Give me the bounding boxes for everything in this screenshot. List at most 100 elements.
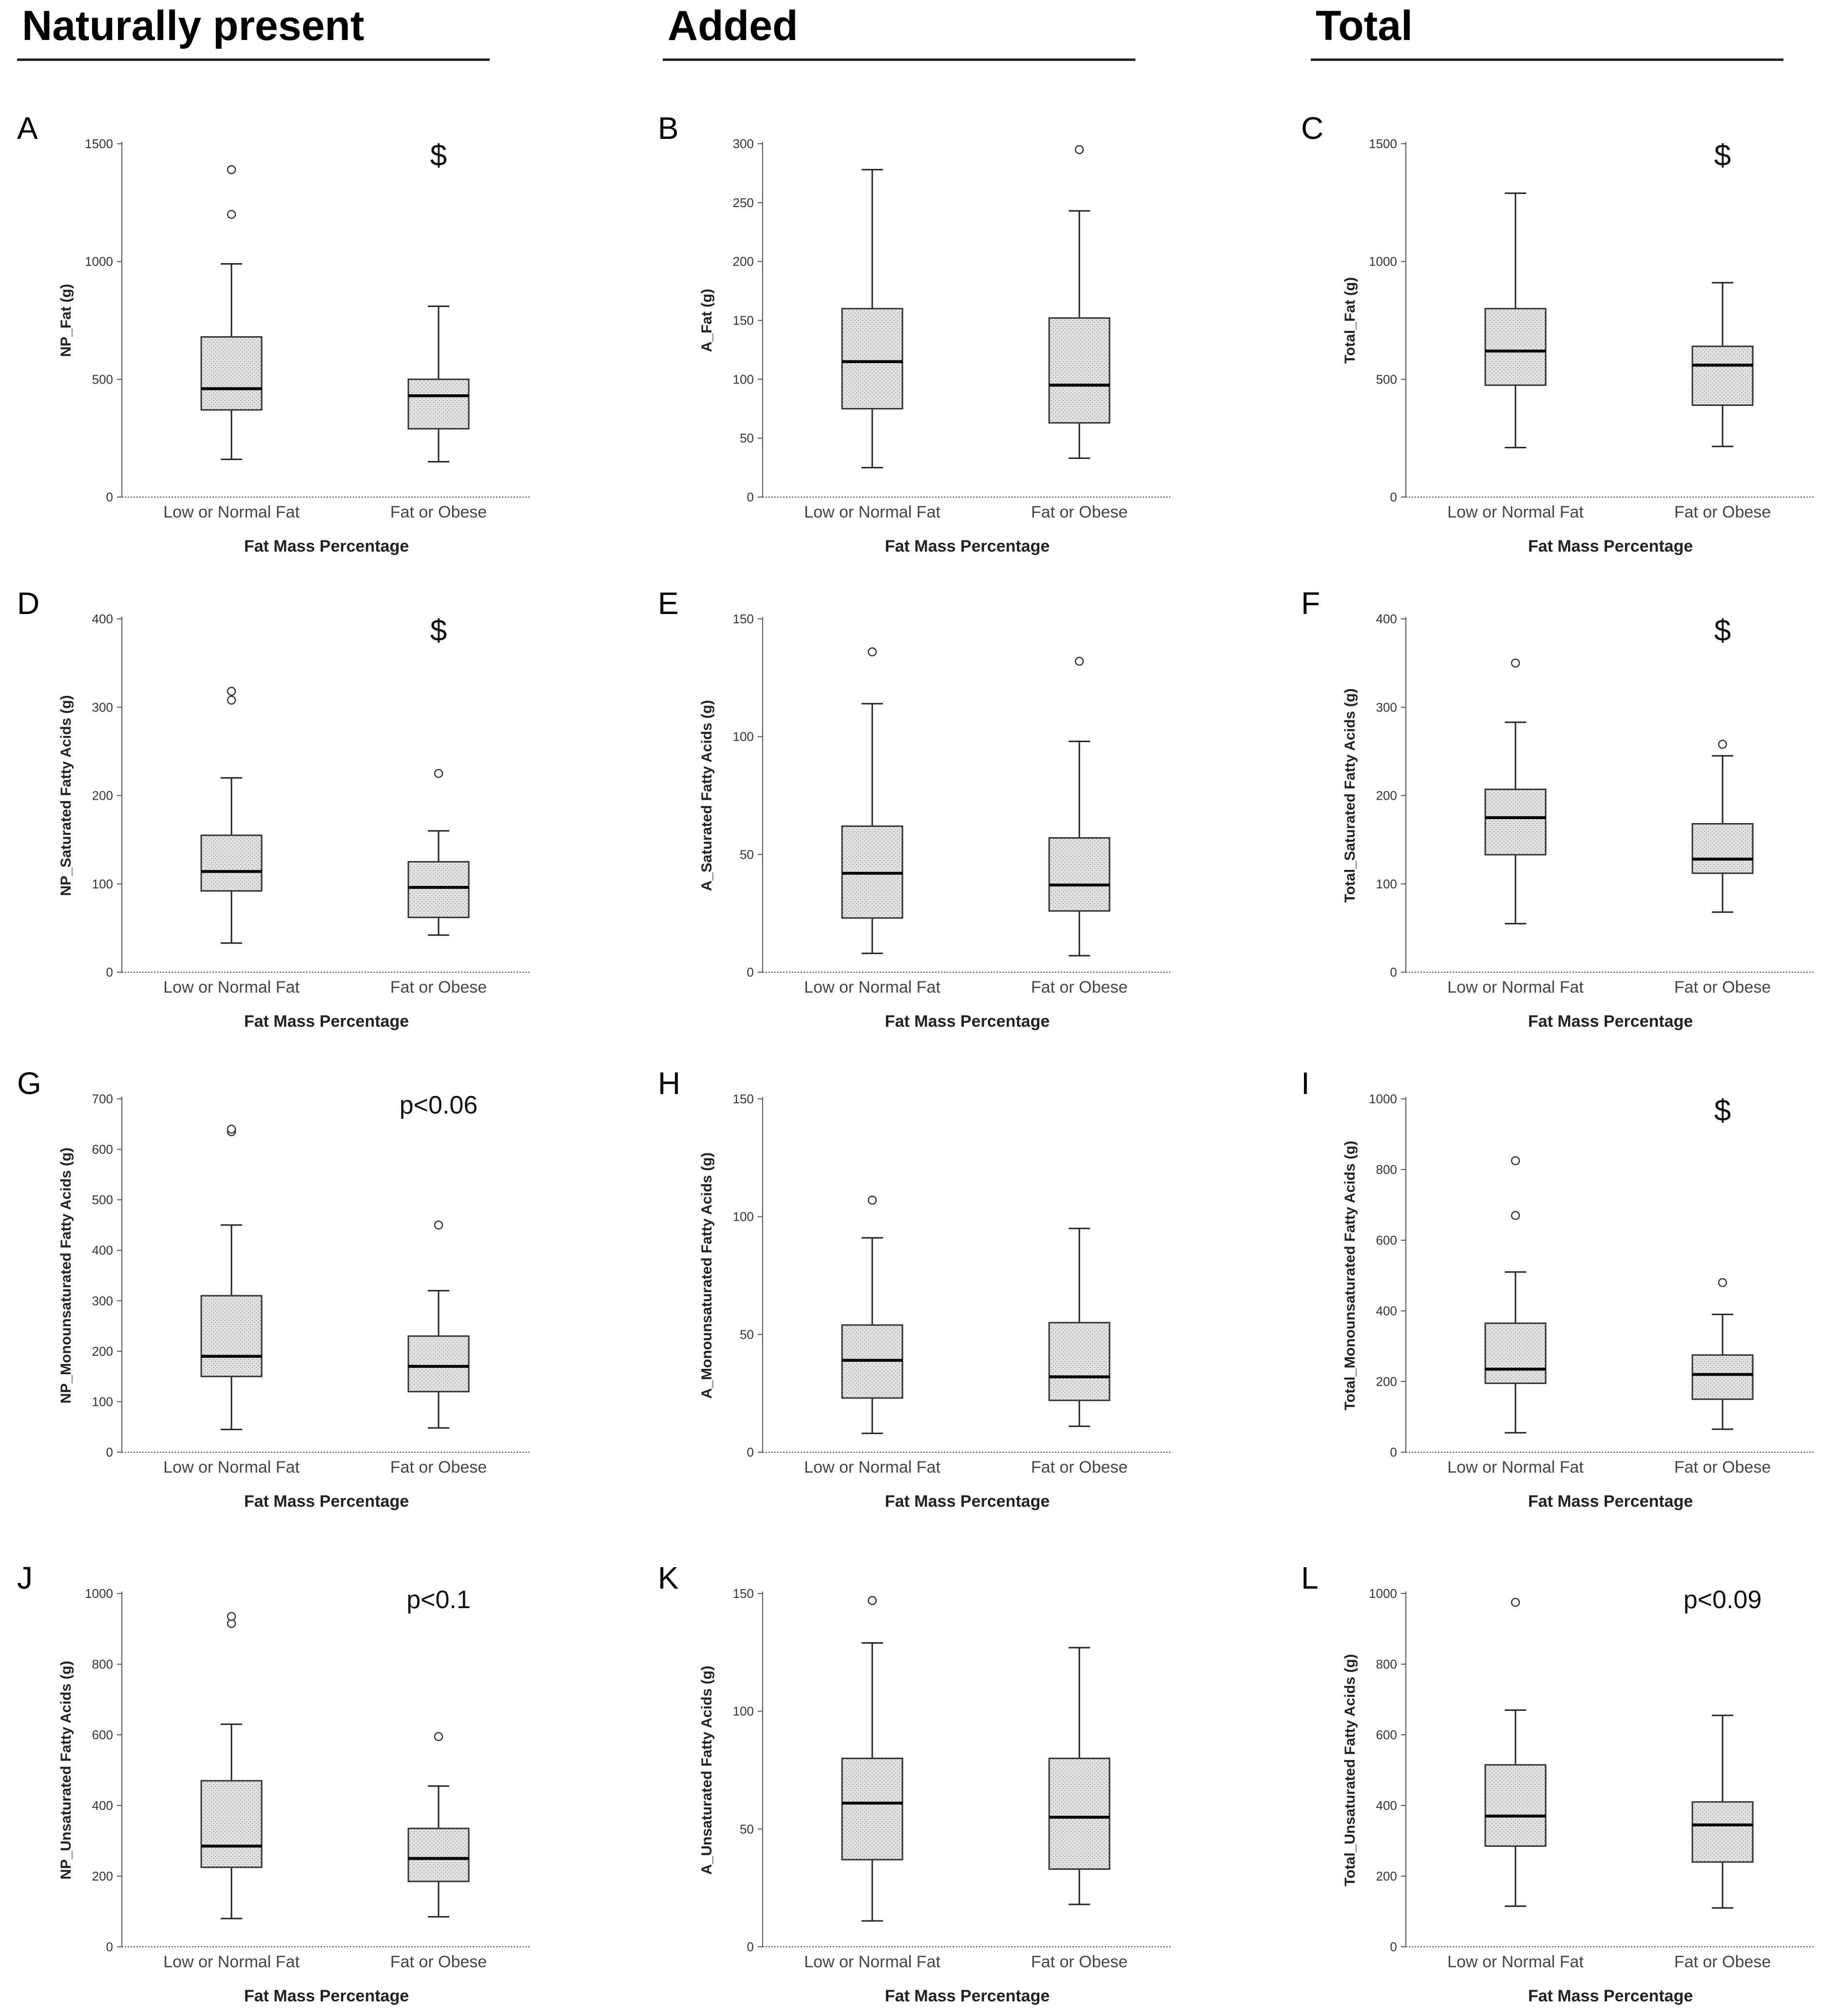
panel-label: L	[1301, 1560, 1319, 1595]
x-axis-label: Fat Mass Percentage	[885, 1987, 1050, 2005]
y-tick-label: 50	[740, 1327, 754, 1342]
y-tick-label: 200	[1376, 1374, 1397, 1389]
y-tick-label: 0	[1390, 490, 1397, 504]
box-fat-or-obese	[1691, 282, 1754, 447]
y-tick-label: 1000	[1369, 1092, 1397, 1106]
panel-label: J	[17, 1560, 33, 1595]
category-label: Low or Normal Fat	[163, 1458, 300, 1477]
outlier-point	[227, 1612, 236, 1621]
box-iqr	[1484, 788, 1547, 856]
significance-label: $	[1714, 139, 1731, 173]
box-low-or-normal-fat	[1484, 192, 1547, 448]
x-axis-label: Fat Mass Percentage	[1528, 537, 1693, 556]
box-iqr	[1048, 317, 1111, 424]
y-tick-label: 100	[733, 372, 754, 386]
outlier-point	[1511, 658, 1520, 668]
box-low-or-normal-fat	[841, 1195, 903, 1434]
y-axis-label: NP_Unsaturated Fatty Acids (g)	[58, 1661, 74, 1880]
outlier-point	[434, 768, 443, 778]
y-tick-label: 200	[733, 254, 754, 269]
y-axis-label: NP_Monounsaturated Fatty Acids (g)	[58, 1148, 74, 1404]
box-iqr	[1691, 346, 1754, 406]
category-label: Fat or Obese	[1031, 503, 1128, 521]
category-label: Fat or Obese	[390, 503, 487, 521]
y-tick-label: 0	[747, 1939, 754, 1954]
y-tick-label: 0	[106, 965, 113, 979]
significance-label: $	[1714, 1094, 1731, 1128]
box-low-or-normal-fat	[841, 647, 903, 954]
outlier-point	[434, 1220, 443, 1230]
box-iqr	[1048, 1322, 1111, 1402]
outlier-point	[867, 1195, 877, 1205]
box-low-or-normal-fat	[200, 1124, 263, 1430]
panel-label: A	[17, 111, 38, 146]
y-tick-label: 100	[733, 1210, 754, 1224]
y-tick-label: 600	[92, 1728, 113, 1742]
category-label: Fat or Obese	[1031, 1953, 1128, 1971]
x-axis-label: Fat Mass Percentage	[244, 1987, 409, 2005]
x-axis-label: Fat Mass Percentage	[244, 1492, 409, 1511]
box-low-or-normal-fat	[200, 687, 263, 944]
y-tick-label: 400	[92, 1798, 113, 1813]
category-label: Fat or Obese	[1674, 1953, 1771, 1971]
panel-l: L 0 200 400 600 800 1000 Total_Unsaturated Fatt…	[1301, 1560, 1815, 2005]
box-iqr	[1484, 1322, 1547, 1384]
panel-f: F 0 100 200 300 400 Total_Saturated Fatty Acid…	[1301, 586, 1815, 1031]
box-iqr	[1484, 307, 1547, 386]
box-fat-or-obese	[407, 1732, 470, 1918]
y-tick-label: 0	[106, 1445, 113, 1459]
y-axis-label: Total_Saturated Fatty Acids (g)	[1342, 688, 1358, 902]
panel-b: B 0 50 100 150 200 250 300 A_Fat (g) Fat Mass Per…	[658, 111, 1172, 556]
header-added: Added	[663, 0, 1135, 63]
box-fat-or-obese	[407, 768, 470, 936]
y-tick-label: 600	[1376, 1233, 1397, 1248]
y-tick-label: 0	[1390, 965, 1397, 979]
y-tick-label: 100	[733, 1704, 754, 1719]
category-label: Fat or Obese	[1031, 978, 1128, 997]
header-naturally-present-title: Naturally present	[22, 2, 364, 49]
y-axis-label: NP_Fat (g)	[58, 284, 74, 357]
y-tick-label: 200	[1376, 1869, 1397, 1883]
category-label: Low or Normal Fat	[163, 1953, 300, 1971]
outlier-point	[1511, 1597, 1520, 1607]
outlier-point	[434, 1732, 443, 1741]
y-tick-label: 1000	[85, 1586, 113, 1601]
box-fat-or-obese	[407, 1220, 470, 1429]
y-tick-label: 800	[1376, 1657, 1397, 1671]
y-tick-label: 400	[92, 612, 113, 626]
box-low-or-normal-fat	[1484, 1597, 1547, 1907]
outlier-point	[867, 1596, 877, 1605]
category-label: Low or Normal Fat	[804, 978, 940, 997]
panel-label: D	[17, 586, 39, 621]
y-tick-label: 300	[92, 700, 113, 714]
box-iqr	[200, 336, 263, 411]
y-axis-label: A_Fat (g)	[699, 289, 715, 352]
category-label: Low or Normal Fat	[163, 978, 300, 997]
box-fat-or-obese	[1048, 656, 1111, 957]
y-tick-label: 300	[733, 136, 754, 151]
category-label: Low or Normal Fat	[804, 503, 940, 521]
y-axis-label: A_Monounsaturated Fatty Acids (g)	[699, 1152, 715, 1399]
y-tick-label: 400	[1376, 1304, 1397, 1318]
y-tick-label: 1500	[85, 136, 113, 151]
panel-c: C 0 500 1000 1500 Total_Fat (g) Fat Mass Perce…	[1301, 111, 1815, 556]
panel-e: E 0 50 100 150 A_Saturated Fatty Acids (g) Fat…	[658, 586, 1172, 1031]
significance-label: $	[1714, 614, 1731, 648]
category-label: Low or Normal Fat	[1447, 503, 1584, 521]
category-label: Low or Normal Fat	[1447, 1953, 1584, 1971]
y-axis-label: Total_Monounsaturated Fatty Acids (g)	[1342, 1141, 1358, 1410]
panel-h: H 0 50 100 150 A_Monounsaturated Fatty Acids …	[658, 1066, 1172, 1511]
y-tick-label: 400	[92, 1243, 113, 1258]
category-label: Low or Normal Fat	[163, 503, 300, 521]
y-tick-label: 0	[747, 1445, 754, 1459]
y-tick-label: 50	[740, 847, 754, 862]
x-axis-label: Fat Mass Percentage	[244, 1012, 409, 1031]
panel-label: K	[658, 1560, 679, 1595]
box-fat-or-obese	[1048, 145, 1111, 459]
box-iqr	[1048, 837, 1111, 912]
y-tick-label: 400	[1376, 612, 1397, 626]
y-tick-label: 250	[733, 195, 754, 210]
category-label: Fat or Obese	[1674, 503, 1771, 521]
y-tick-label: 50	[740, 1822, 754, 1836]
panel-i: I 0 200 400 600 800 1000 Total_Monounsaturated …	[1301, 1066, 1815, 1511]
